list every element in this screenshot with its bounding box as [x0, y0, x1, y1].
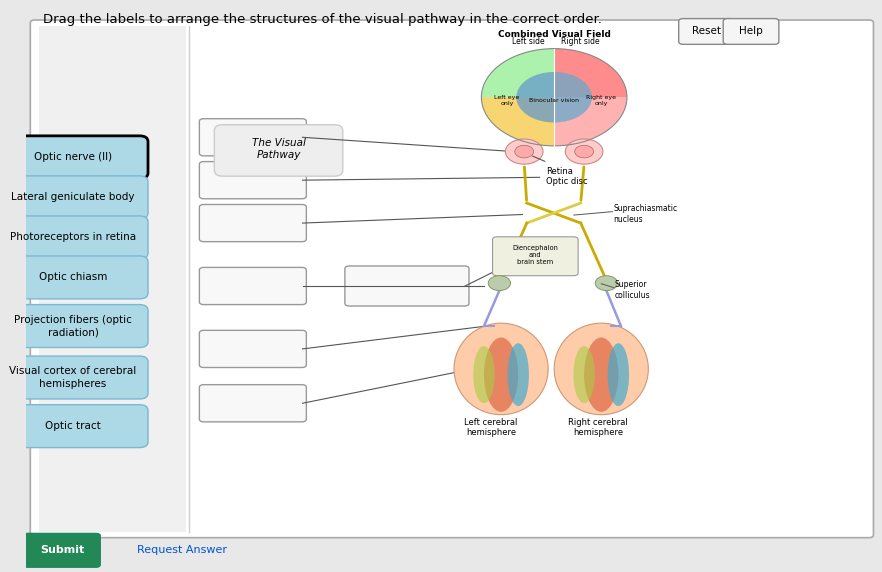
FancyBboxPatch shape: [0, 176, 148, 219]
Ellipse shape: [474, 346, 495, 403]
Text: Visual cortex of cerebral
hemispheres: Visual cortex of cerebral hemispheres: [10, 366, 137, 389]
Text: Right side: Right side: [561, 37, 599, 46]
Wedge shape: [482, 97, 554, 146]
Text: Optic tract: Optic tract: [45, 421, 101, 431]
Wedge shape: [482, 49, 554, 97]
Text: The Visual
Pathway: The Visual Pathway: [251, 137, 305, 160]
Wedge shape: [554, 72, 592, 122]
Ellipse shape: [584, 337, 618, 412]
FancyBboxPatch shape: [0, 304, 148, 348]
FancyBboxPatch shape: [679, 19, 735, 45]
Circle shape: [489, 276, 511, 291]
Text: Right eye
only: Right eye only: [587, 95, 617, 105]
Ellipse shape: [573, 346, 594, 403]
Circle shape: [515, 145, 534, 158]
Text: Diencephalon
and
brain stem: Diencephalon and brain stem: [512, 245, 558, 264]
Text: Binocular vision: Binocular vision: [529, 98, 579, 102]
Ellipse shape: [484, 337, 519, 412]
Circle shape: [575, 145, 594, 158]
Text: Optic chiasm: Optic chiasm: [39, 272, 108, 283]
Ellipse shape: [554, 323, 648, 415]
FancyBboxPatch shape: [345, 266, 469, 306]
Circle shape: [595, 276, 617, 291]
FancyBboxPatch shape: [0, 256, 148, 299]
Text: Superior
colliculus: Superior colliculus: [615, 280, 651, 300]
FancyBboxPatch shape: [24, 533, 101, 567]
Text: Left side: Left side: [512, 37, 545, 46]
FancyBboxPatch shape: [0, 405, 148, 447]
Text: Suprachiasmatic
nucleus: Suprachiasmatic nucleus: [613, 204, 677, 224]
Text: Optic nerve (II): Optic nerve (II): [34, 152, 112, 162]
Ellipse shape: [608, 343, 629, 406]
FancyBboxPatch shape: [199, 385, 306, 422]
Text: Submit: Submit: [40, 545, 84, 555]
FancyBboxPatch shape: [199, 268, 306, 304]
FancyBboxPatch shape: [199, 331, 306, 368]
Text: Retina
Optic disc: Retina Optic disc: [547, 167, 588, 186]
Text: Left eye
only: Left eye only: [495, 95, 519, 105]
Text: Left cerebral
hemisphere: Left cerebral hemisphere: [464, 418, 518, 437]
Ellipse shape: [507, 343, 529, 406]
Wedge shape: [554, 97, 627, 146]
FancyBboxPatch shape: [0, 216, 148, 259]
Text: Combined Visual Field: Combined Visual Field: [497, 30, 610, 39]
FancyBboxPatch shape: [0, 136, 148, 178]
FancyBboxPatch shape: [0, 356, 148, 399]
Wedge shape: [516, 72, 554, 122]
FancyBboxPatch shape: [30, 20, 873, 538]
Wedge shape: [554, 49, 627, 97]
Text: Help: Help: [739, 26, 763, 37]
FancyBboxPatch shape: [214, 125, 343, 176]
Circle shape: [565, 139, 603, 164]
FancyBboxPatch shape: [39, 26, 186, 532]
Ellipse shape: [454, 323, 549, 415]
FancyBboxPatch shape: [199, 119, 306, 156]
Text: Reset: Reset: [692, 26, 721, 37]
FancyBboxPatch shape: [492, 237, 578, 276]
Text: Lateral geniculate body: Lateral geniculate body: [11, 192, 135, 202]
Text: Photoreceptors in retina: Photoreceptors in retina: [10, 232, 136, 243]
Text: Drag the labels to arrange the structures of the visual pathway in the correct o: Drag the labels to arrange the structure…: [43, 13, 602, 26]
Text: Right cerebral
hemisphere: Right cerebral hemisphere: [568, 418, 628, 437]
Text: Projection fibers (optic
radiation): Projection fibers (optic radiation): [14, 315, 132, 337]
Text: Request Answer: Request Answer: [138, 545, 228, 555]
FancyBboxPatch shape: [199, 161, 306, 198]
Circle shape: [505, 139, 543, 164]
FancyBboxPatch shape: [723, 19, 779, 45]
FancyBboxPatch shape: [199, 204, 306, 241]
